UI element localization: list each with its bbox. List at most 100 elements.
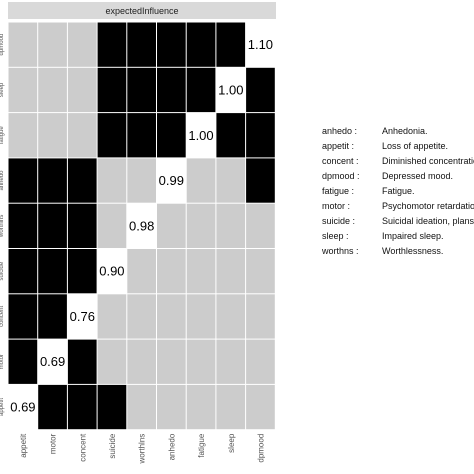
- value-label-dpmood: 1.10: [248, 37, 273, 52]
- heatmap-cell: [127, 22, 156, 67]
- heatmap-cell: [216, 249, 246, 294]
- heatmap-cell: [67, 203, 97, 248]
- legend-description: Suicidal ideation, plans.: [382, 216, 474, 226]
- heatmap-cell: [97, 384, 127, 430]
- value-label-fatigue: 1.00: [188, 128, 213, 143]
- y-tick-appetit: appetit: [0, 398, 5, 416]
- heatmap-cell: [38, 203, 67, 248]
- heatmap-cell: [157, 113, 186, 158]
- heatmap-cell: [216, 384, 246, 430]
- legend-description: Loss of appetite.: [382, 141, 449, 151]
- heatmap-cell: [127, 203, 156, 248]
- heatmap-cell: [8, 249, 38, 294]
- heatmap-cell: [38, 384, 67, 430]
- legend-row: motor : Psychomotor retardation.: [322, 199, 474, 214]
- legend-key: concent :: [322, 156, 359, 166]
- heatmap-cell: [186, 203, 216, 248]
- heatmap-cell: [127, 158, 156, 203]
- heatmap-cell: [38, 294, 67, 339]
- heatmap-cell: [8, 294, 38, 339]
- value-label-sleep: 1.00: [218, 82, 243, 97]
- heatmap-cell: [97, 203, 127, 248]
- y-tick-fatigue: fatigue: [0, 126, 5, 145]
- heatmap-cell: [127, 384, 156, 430]
- heatmap-cell: [8, 384, 38, 430]
- legend-description: Depressed mood.: [382, 171, 454, 181]
- legend-description: Anhedonia.: [382, 126, 428, 136]
- legend-key: motor :: [322, 201, 351, 211]
- heatmap-cell: [157, 249, 186, 294]
- x-tick-anhedo: anhedo: [167, 433, 176, 460]
- heatmap-cell: [157, 203, 186, 248]
- legend-key: suicide :: [322, 216, 356, 226]
- heatmap-cell: [67, 67, 97, 113]
- heatmap-cell: [8, 339, 38, 384]
- heatmap-cell: [97, 22, 127, 67]
- heatmap-cell: [97, 67, 127, 113]
- heatmap-cell: [38, 249, 67, 294]
- heatmap-cell: [97, 158, 127, 203]
- x-tick-fatigue: fatigue: [197, 433, 206, 458]
- heatmap-cell: [186, 113, 216, 158]
- heatmap-cell: [97, 249, 127, 294]
- panel-title: expectedInfluence: [105, 6, 178, 16]
- heatmap-cell: [97, 339, 127, 384]
- legend-key: appetit :: [322, 141, 355, 151]
- heatmap-cell: [67, 339, 97, 384]
- legend-description: Diminished concentration.: [382, 156, 474, 166]
- heatmap-cell: [157, 22, 186, 67]
- x-tick-concent: concent: [78, 433, 87, 462]
- heatmap-cell: [186, 22, 216, 67]
- cell-value-labels: 0.69 0.69 0.76 0.90 0.98 0.99 1.00 1.00 1.10: [10, 37, 273, 414]
- heatmap-cell: [216, 67, 246, 113]
- heatmap-cell: [157, 67, 186, 113]
- heatmap-cell: [8, 22, 38, 67]
- value-label-anhedo: 0.99: [159, 173, 184, 188]
- heatmap-cell: [246, 158, 275, 203]
- y-tick-concent: concent: [0, 306, 5, 327]
- value-label-concent: 0.76: [70, 309, 95, 324]
- legend-key: worthns :: [322, 246, 359, 256]
- heatmap-cell: [38, 22, 67, 67]
- heatmap-cell: [246, 203, 275, 248]
- legend-description: Worthlessness.: [382, 246, 444, 256]
- heatmap-cell: [127, 67, 156, 113]
- heatmap-cell: [127, 113, 156, 158]
- legend-key: dpmood :: [322, 171, 360, 181]
- heatmap-cell: [216, 339, 246, 384]
- x-tick-motor: motor: [49, 433, 58, 454]
- value-label-worthlns: 0.98: [129, 218, 154, 233]
- heatmap-cell: [127, 339, 156, 384]
- legend-row: concent : Diminished concentration.: [322, 154, 474, 169]
- x-tick-sleep: sleep: [227, 433, 236, 453]
- heatmap-cell: [8, 67, 38, 113]
- heatmap-cell: [38, 67, 67, 113]
- legend-row: appetit : Loss of appetite.: [322, 139, 474, 154]
- heatmap-cell: [186, 384, 216, 430]
- heatmap-cells: [8, 22, 275, 430]
- heatmap-cell: [186, 294, 216, 339]
- value-label-appetit: 0.69: [10, 400, 35, 415]
- heatmap-cell: [216, 113, 246, 158]
- legend-key: fatigue :: [322, 186, 355, 196]
- y-tick-suicide: suicide: [0, 261, 5, 280]
- heatmap-cell: [67, 22, 97, 67]
- heatmap-cell: [246, 384, 275, 430]
- heatmap-cell: [216, 294, 246, 339]
- y-tick-sleep: sleep: [0, 82, 5, 97]
- heatmap-cell: [67, 384, 97, 430]
- heatmap-cell: [38, 113, 67, 158]
- heatmap-cell: [97, 113, 127, 158]
- heatmap-cell: [157, 294, 186, 339]
- panel-strip: [8, 2, 276, 19]
- heatmap-cell: [157, 339, 186, 384]
- heatmap-cell: [97, 294, 127, 339]
- heatmap-cell: [246, 249, 275, 294]
- heatmap-cell: [246, 67, 275, 113]
- value-label-motor: 0.69: [40, 354, 65, 369]
- abbreviation-legend: anhedo : Anhedonia. appetit : Loss of appet…: [322, 124, 474, 259]
- legend-key: sleep :: [322, 231, 349, 241]
- y-tick-dpmood: dpmood: [0, 34, 5, 56]
- heatmap-cell: [186, 158, 216, 203]
- y-tick-anhedo: anhedo: [0, 170, 5, 191]
